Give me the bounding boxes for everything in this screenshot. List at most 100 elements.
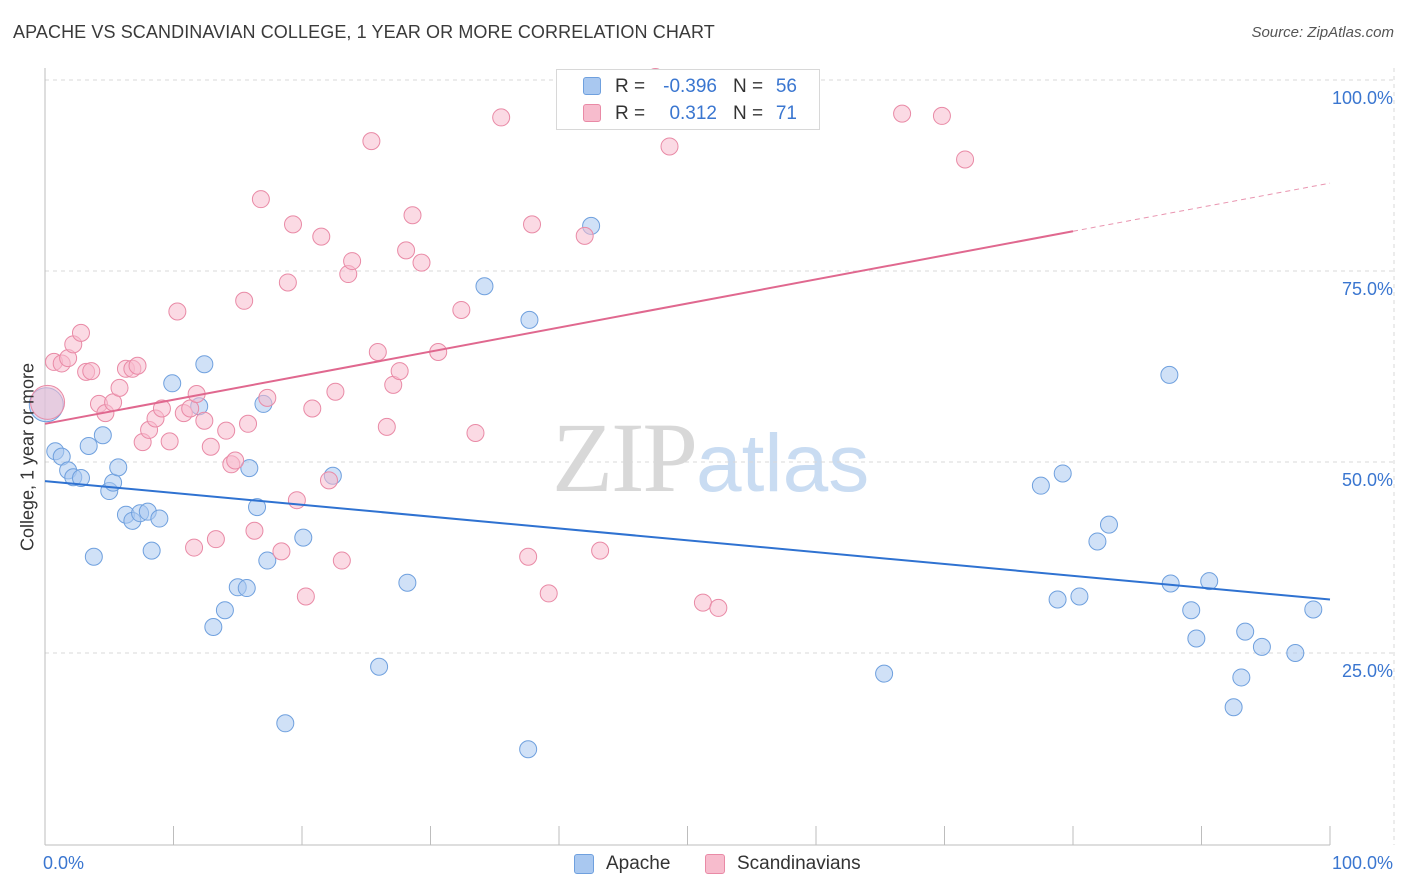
point-scandinavians — [152, 399, 171, 418]
point-scandinavians — [239, 414, 258, 433]
trendline-scandinavians — [44, 230, 1074, 425]
point-apache — [519, 740, 538, 759]
point-apache — [398, 573, 417, 592]
stats-row-scandinavians: R = 0.312 N = 71 — [557, 101, 821, 127]
point-scandinavians — [312, 227, 331, 246]
stats-swatch-scandinavians — [583, 104, 601, 122]
point-scandinavians — [287, 491, 306, 510]
point-scandinavians — [226, 451, 245, 470]
stats-n-label: N = — [733, 76, 764, 97]
point-apache — [142, 541, 161, 560]
point-scandinavians — [284, 215, 303, 234]
point-scandinavians — [332, 551, 351, 570]
point-apache — [1232, 668, 1251, 687]
watermark-zip: ZIP — [552, 402, 698, 513]
point-scandinavians — [591, 541, 610, 560]
point-apache — [520, 310, 539, 329]
trendline-extension-scandinavians — [1072, 182, 1331, 232]
source-credit: Source: ZipAtlas.com — [1251, 24, 1394, 41]
point-scandinavians — [245, 521, 264, 540]
point-scandinavians — [82, 362, 101, 381]
point-apache — [204, 618, 223, 637]
stats-swatch-apache — [583, 77, 601, 95]
legend-label-apache: Apache — [606, 853, 671, 874]
point-scandinavians — [397, 241, 416, 260]
point-scandinavians — [362, 132, 381, 151]
point-scandinavians — [272, 542, 291, 561]
point-scandinavians — [377, 417, 396, 436]
point-apache — [258, 551, 277, 570]
chart-title: APACHE VS SCANDINAVIAN COLLEGE, 1 YEAR O… — [13, 22, 715, 42]
point-scandinavians — [932, 106, 951, 125]
point-apache — [294, 528, 313, 547]
point-scandinavians — [160, 432, 179, 451]
y-axis-label: College, 1 year or more — [17, 362, 38, 552]
stats-r-label: R = — [615, 76, 646, 97]
point-apache — [71, 469, 90, 488]
point-scandinavians — [110, 378, 129, 397]
y-tick-label: 100.0% — [1332, 88, 1393, 108]
point-scandinavians — [128, 356, 147, 375]
point-scandinavians — [466, 423, 485, 442]
point-apache — [1048, 590, 1067, 609]
point-apache — [1252, 637, 1271, 656]
point-apache — [370, 657, 389, 676]
point-apache — [93, 426, 112, 445]
point-apache — [276, 714, 295, 733]
point-scandinavians — [893, 104, 912, 123]
point-scandinavians — [201, 437, 220, 456]
point-scandinavians — [519, 547, 538, 566]
x-tick-label: 0.0% — [43, 853, 84, 873]
point-scandinavians — [575, 226, 594, 245]
legend-label-scandinavians: Scandinavians — [737, 853, 861, 874]
point-apache — [1224, 698, 1243, 717]
point-scandinavians — [278, 273, 297, 292]
y-tick-label: 25.0% — [1342, 661, 1393, 681]
point-apache — [1053, 464, 1072, 483]
stats-r-value: -0.396 — [663, 76, 717, 97]
stats-n-value: 71 — [775, 103, 797, 124]
stats-r-value: 0.312 — [669, 103, 717, 124]
point-scandinavians — [709, 598, 728, 617]
legend-swatch-apache — [574, 854, 594, 874]
point-apache — [1088, 532, 1107, 551]
point-scandinavians — [303, 399, 322, 418]
point-scandinavians — [71, 323, 90, 342]
point-scandinavians — [956, 150, 975, 169]
stats-n-label: N = — [733, 103, 764, 124]
legend: Apache Scandinavians — [0, 852, 1406, 878]
point-apache — [1099, 515, 1118, 534]
point-apache — [163, 374, 182, 393]
point-scandinavians — [235, 291, 254, 310]
point-apache — [475, 277, 494, 296]
point-scandinavians — [412, 253, 431, 272]
point-scandinavians — [452, 300, 471, 319]
point-apache — [1182, 601, 1201, 620]
point-apache — [195, 355, 214, 374]
point-scandinavians — [403, 206, 422, 225]
point-scandinavians — [523, 215, 542, 234]
point-scandinavians — [185, 538, 204, 557]
x-tick-label: 100.0% — [1332, 853, 1393, 873]
watermark: ZIPatlas — [552, 400, 869, 515]
watermark-atlas: atlas — [696, 418, 870, 509]
point-scandinavians — [390, 362, 409, 381]
point-scandinavians — [343, 252, 362, 271]
point-apache — [150, 509, 169, 528]
point-scandinavians — [492, 108, 511, 127]
point-apache — [1160, 365, 1179, 384]
point-scandinavians — [217, 421, 236, 440]
stats-row-apache: R = -0.396 N = 56 — [557, 74, 821, 100]
point-scandinavians — [660, 137, 679, 156]
point-apache — [1236, 622, 1255, 641]
point-scandinavians — [296, 587, 315, 606]
point-apache — [1200, 572, 1219, 591]
trendline-apache — [44, 480, 1331, 601]
point-apache — [1304, 600, 1323, 619]
point-apache — [215, 601, 234, 620]
point-apache — [79, 436, 98, 455]
y-tick-label: 75.0% — [1342, 279, 1393, 299]
point-apache — [1070, 587, 1089, 606]
point-scandinavians — [319, 471, 338, 490]
